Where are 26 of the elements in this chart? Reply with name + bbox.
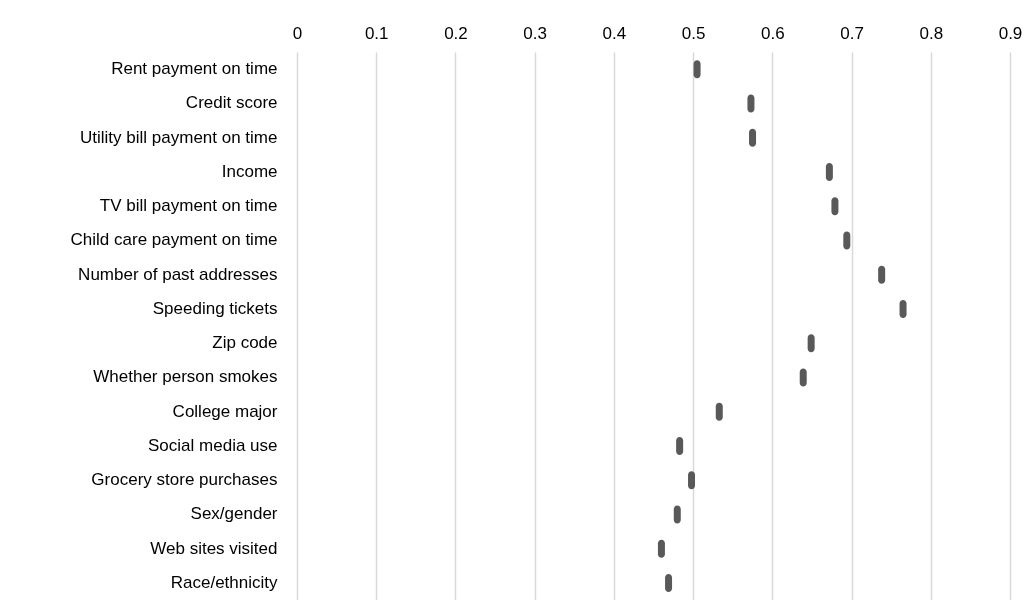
y-tick-label: Number of past addresses <box>78 264 278 284</box>
x-tick-label: 0.1 <box>364 23 389 43</box>
y-tick-label: Zip code <box>212 333 278 353</box>
y-tick-label: Income <box>221 161 278 181</box>
x-tick-label: 0.3 <box>523 23 547 43</box>
y-tick-label: Speeding tickets <box>152 298 278 318</box>
x-tick-label: 0.8 <box>919 23 944 43</box>
y-tick-label: Grocery store purchases <box>91 470 278 490</box>
x-tick-label: 0 <box>292 23 303 43</box>
y-tick-label: Social media use <box>148 435 278 455</box>
y-tick-label: Credit score <box>185 93 278 113</box>
y-tick-label: Sex/gender <box>190 504 278 524</box>
x-tick-label: 0.6 <box>761 23 785 43</box>
y-tick-label: TV bill payment on time <box>99 196 278 216</box>
x-tick-label: 0.5 <box>681 23 706 43</box>
y-tick-label: Child care payment on time <box>70 230 278 250</box>
y-tick-label: College major <box>172 401 278 421</box>
y-tick-label: Web sites visited <box>150 538 278 558</box>
x-tick-label: 0.4 <box>602 23 627 43</box>
x-tick-label: 0.7 <box>840 23 864 43</box>
y-tick-label: Rent payment on time <box>111 59 278 79</box>
x-tick-label: 0.2 <box>444 23 468 43</box>
y-tick-label: Utility bill payment on time <box>80 127 278 147</box>
y-tick-label: Race/ethnicity <box>170 572 278 592</box>
x-tick-label: 0.9 <box>998 23 1023 43</box>
y-tick-label: Whether person smokes <box>93 367 278 387</box>
